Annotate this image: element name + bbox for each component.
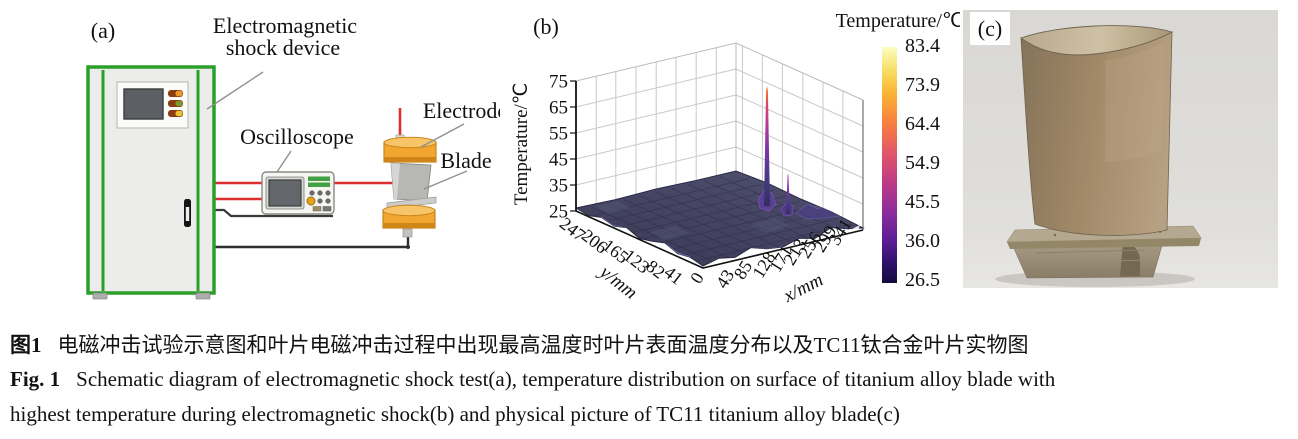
surface-gap xyxy=(848,225,860,236)
cabinet-foot-left xyxy=(92,292,108,300)
oscilloscope-knob[interactable] xyxy=(306,196,316,206)
oscilloscope-label: Oscilloscope xyxy=(240,124,354,149)
oscilloscope-connector-1[interactable] xyxy=(312,206,322,212)
temperature-spike-secondary xyxy=(786,173,790,214)
blade-top-face xyxy=(1020,25,1174,56)
control-screen xyxy=(123,88,164,120)
electrode-bottom-pin xyxy=(402,228,413,238)
colorbar-title: Temperature/℃ xyxy=(836,10,960,32)
caption-en-figure-number: Fig. 1 xyxy=(10,367,61,391)
z-axis-label: Temperature/℃ xyxy=(511,83,532,205)
grid-lines xyxy=(575,45,864,221)
svg-text:65: 65 xyxy=(549,98,568,119)
electrode-top-rim xyxy=(384,157,436,163)
oscilloscope xyxy=(261,171,335,215)
blade-platform-edge xyxy=(1007,238,1201,249)
temperature-surface xyxy=(574,86,865,267)
svg-text:55: 55 xyxy=(549,124,568,145)
svg-text:25: 25 xyxy=(549,202,568,223)
svg-text:45: 45 xyxy=(549,150,568,171)
plot-axes xyxy=(570,80,864,269)
leader-oscilloscope xyxy=(276,150,292,173)
leader-electrode xyxy=(420,123,465,148)
indicator-buttons[interactable] xyxy=(168,90,183,117)
x-axis-label: x/mm xyxy=(780,269,827,307)
svg-text:45.5: 45.5 xyxy=(905,191,940,213)
temperature-spike-main xyxy=(764,86,770,206)
leader-blade xyxy=(423,170,468,190)
svg-text:54.9: 54.9 xyxy=(905,152,940,174)
floor-front-edges xyxy=(575,210,864,269)
y-tick-labels: 247 206 165 123 82 41 xyxy=(556,213,687,289)
svg-text:64.4: 64.4 xyxy=(905,113,940,135)
panel-a-schematic: (a) Electromagnetic shock device Oscillo… xyxy=(86,13,500,300)
caption-chinese: 图1 电磁冲击试验示意图和叶片电磁冲击过程中出现最高温度时叶片表面温度分布以及TC… xyxy=(10,329,1029,359)
electrode-bottom-rim xyxy=(383,223,435,228)
shock-device-cabinet xyxy=(86,65,216,300)
black-wire-bottom xyxy=(215,237,410,249)
black-wire-middle xyxy=(215,208,333,218)
caption-zh-figure-number: 图1 xyxy=(10,333,42,357)
oscilloscope-screen xyxy=(268,179,302,207)
panel-a-label: (a) xyxy=(91,18,115,43)
leader-shock-device xyxy=(206,71,264,110)
svg-text:35: 35 xyxy=(549,176,568,197)
z-tick-labels: 75 65 55 45 35 25 xyxy=(549,72,568,223)
colorbar-tick-labels: 83.4 73.9 64.4 54.9 45.5 36.0 26.5 xyxy=(905,35,940,291)
blade-label: Blade xyxy=(440,148,491,173)
blade-base-arch xyxy=(1120,242,1140,277)
colorbar: Temperature/℃ 83.4 73.9 64.4 54.9 45.5 3… xyxy=(836,10,960,291)
caption-en-text-line2: highest temperature during electromagnet… xyxy=(10,402,900,426)
leader-lines xyxy=(206,71,468,190)
oscilloscope-label-bar-2 xyxy=(308,182,330,187)
electrode-blade-assembly xyxy=(382,134,437,238)
oscilloscope-label-bar-1 xyxy=(308,176,330,181)
panel-c-photo: (c) xyxy=(963,10,1278,288)
cabinet-foot-right xyxy=(195,292,211,300)
blade-photo xyxy=(1006,25,1202,279)
svg-text:73.9: 73.9 xyxy=(905,74,940,96)
panel-b-surface-plot: 75 65 55 45 35 25 Temperature/℃ 247 206 … xyxy=(511,10,960,307)
electrode-label: Electrode xyxy=(423,98,500,123)
panel-b-label: (b) xyxy=(533,14,559,39)
oscilloscope-connector-2[interactable] xyxy=(322,206,332,212)
oscilloscope-buttons[interactable] xyxy=(309,190,331,204)
caption-zh-text: 电磁冲击试验示意图和叶片电磁冲击过程中出现最高温度时叶片表面温度分布以及TC11… xyxy=(57,333,1029,357)
z-tick-marks xyxy=(570,80,576,212)
caption-english-line2: highest temperature during electromagnet… xyxy=(10,402,900,427)
electrode-top-face xyxy=(383,136,437,149)
device-label-line1: Electromagnetic xyxy=(213,13,357,38)
colorbar-gradient xyxy=(882,47,897,283)
blade-sheen xyxy=(1105,42,1165,162)
wire-joint xyxy=(406,245,410,249)
panel-c-label-box xyxy=(970,12,1010,45)
svg-text:26.5: 26.5 xyxy=(905,269,940,291)
electrode-bottom-face xyxy=(382,204,436,217)
svg-text:0: 0 xyxy=(686,269,708,287)
device-label-line2: shock device xyxy=(226,35,340,60)
panel-c-label: (c) xyxy=(978,16,1002,41)
box-back-edges xyxy=(575,42,864,173)
blade-fixture-highlight xyxy=(391,163,400,200)
door-handle-slot xyxy=(185,207,190,221)
svg-text:36.0: 36.0 xyxy=(905,230,940,252)
caption-en-text-line1: Schematic diagram of electromagnetic sho… xyxy=(76,367,1056,391)
svg-text:75: 75 xyxy=(549,72,568,93)
caption-english-line1: Fig. 1 Schematic diagram of electromagnet… xyxy=(10,367,1055,392)
svg-text:83.4: 83.4 xyxy=(905,35,940,57)
